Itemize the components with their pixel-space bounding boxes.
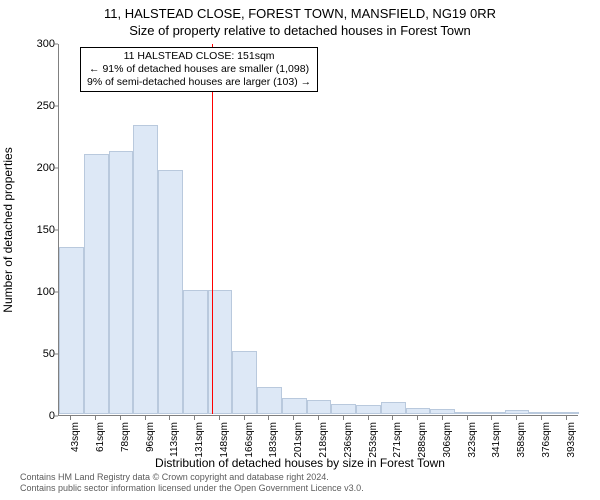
y-tick-label: 200: [25, 162, 55, 174]
annotation-line2: ← 91% of detached houses are smaller (1,…: [87, 63, 311, 76]
x-tick-mark: [244, 416, 245, 420]
plot-area: [58, 44, 578, 416]
y-tick-label: 250: [25, 100, 55, 112]
x-tick-mark: [145, 416, 146, 420]
histogram-bar: [59, 247, 84, 414]
annotation-box: 11 HALSTEAD CLOSE: 151sqm ← 91% of detac…: [80, 47, 318, 92]
x-tick-mark: [566, 416, 567, 420]
property-size-histogram: 11, HALSTEAD CLOSE, FOREST TOWN, MANSFIE…: [0, 0, 600, 500]
histogram-bar: [505, 410, 530, 414]
x-tick-mark: [95, 416, 96, 420]
histogram-bar: [282, 398, 307, 414]
histogram-bar: [406, 408, 431, 414]
y-tick-label: 150: [25, 224, 55, 236]
histogram-bar: [133, 125, 158, 414]
x-tick-mark: [293, 416, 294, 420]
histogram-bar: [84, 154, 109, 414]
chart-subtitle: Size of property relative to detached ho…: [0, 23, 600, 38]
x-tick-mark: [368, 416, 369, 420]
annotation-line3: 9% of semi-detached houses are larger (1…: [87, 76, 311, 89]
x-tick-mark: [392, 416, 393, 420]
histogram-bar: [331, 404, 356, 414]
histogram-bar: [480, 412, 505, 414]
x-tick-mark: [70, 416, 71, 420]
x-tick-mark: [120, 416, 121, 420]
x-tick-mark: [467, 416, 468, 420]
annotation-line1: 11 HALSTEAD CLOSE: 151sqm: [87, 50, 311, 63]
x-tick-mark: [318, 416, 319, 420]
y-tick-label: 0: [25, 410, 55, 422]
histogram-bar: [381, 402, 406, 414]
histogram-bar: [183, 290, 208, 414]
histogram-bar: [455, 412, 480, 414]
x-tick-mark: [417, 416, 418, 420]
x-tick-mark: [442, 416, 443, 420]
x-tick-mark: [541, 416, 542, 420]
histogram-bar: [356, 405, 381, 414]
x-tick-mark: [491, 416, 492, 420]
x-tick-mark: [194, 416, 195, 420]
footer-line2: Contains public sector information licen…: [20, 483, 364, 494]
histogram-bar: [529, 412, 554, 414]
x-tick-mark: [343, 416, 344, 420]
histogram-bar: [307, 400, 332, 414]
x-tick-mark: [169, 416, 170, 420]
chart-title-address: 11, HALSTEAD CLOSE, FOREST TOWN, MANSFIE…: [0, 6, 600, 21]
x-tick-mark: [268, 416, 269, 420]
footer-line1: Contains HM Land Registry data © Crown c…: [20, 472, 364, 483]
histogram-bar: [257, 387, 282, 414]
y-tick-label: 300: [25, 38, 55, 50]
histogram-bar: [109, 151, 134, 414]
histogram-bar: [232, 351, 257, 414]
y-tick-label: 100: [25, 286, 55, 298]
histogram-bar: [208, 290, 233, 414]
histogram-bar: [158, 170, 183, 414]
y-tick-label: 50: [25, 348, 55, 360]
y-axis-label: Number of detached properties: [1, 147, 15, 312]
x-tick-mark: [219, 416, 220, 420]
reference-line: [212, 44, 213, 414]
x-axis-label: Distribution of detached houses by size …: [0, 456, 600, 470]
x-tick-mark: [516, 416, 517, 420]
footer-attribution: Contains HM Land Registry data © Crown c…: [20, 472, 364, 494]
histogram-bar: [430, 409, 455, 414]
histogram-bar: [554, 412, 579, 414]
